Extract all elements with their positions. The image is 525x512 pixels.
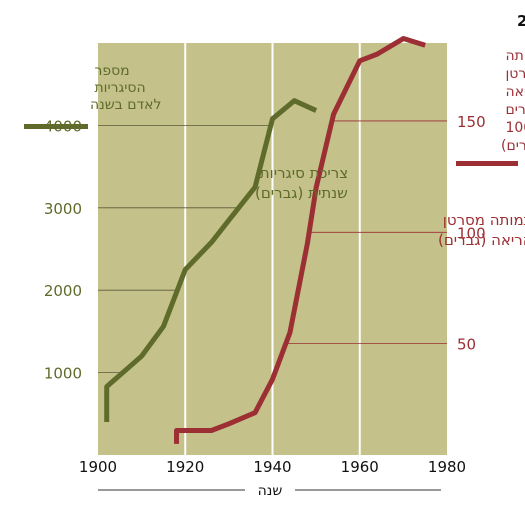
cigarette-series-label-line: צריכת סיגריות: [260, 164, 348, 182]
vertical-gridlines: [184, 43, 361, 455]
left-axis-label-line: לאדם בשנה: [90, 97, 161, 113]
right-axis-label-line: ל-100,000: [505, 120, 525, 136]
x-tick-label: 1980: [428, 458, 466, 476]
x-tick-label: 1900: [79, 458, 117, 476]
cancer-series-label: תמותה מסרטן הריאה (גברים): [438, 211, 525, 249]
right-tick-label: 100: [457, 224, 486, 242]
right-axis-label-line: הריאה: [505, 84, 525, 100]
right-tick-label: 150: [457, 113, 486, 131]
cancer-series-label-line: הריאה (גברים): [438, 231, 525, 249]
left-axis-ticks: 1000 2000 3000 4000: [44, 117, 82, 382]
x-axis-label: שנה: [258, 483, 283, 499]
cigarette-series-label: צריכת סיגריות שנתית (גברים): [255, 164, 348, 202]
x-tick-label: 1940: [253, 458, 291, 476]
left-tick-label: 2000: [44, 282, 82, 300]
left-axis-label-line: הסיגריות: [94, 80, 145, 96]
right-tick-label: 50: [457, 336, 476, 354]
right-axis-legend-swatch: [456, 161, 518, 166]
x-tick-label: 1960: [341, 458, 379, 476]
cigarette-consumption-line: [104, 98, 318, 423]
right-axis-label-line: גברים): [501, 138, 525, 154]
cigarette-series-label-line: שנתית (גברים): [255, 184, 348, 202]
left-axis-label: מספר הסיגריות לאדם בשנה: [90, 63, 161, 113]
x-axis-ticks: 1900 1920 1940 1960 1980: [79, 458, 466, 476]
right-axis-label-line: תמותה: [505, 48, 525, 64]
guide-lines: [98, 120, 447, 374]
right-axis-label-line: (נפטרים: [505, 102, 525, 118]
left-tick-label: 3000: [44, 200, 82, 218]
left-axis-legend-swatch: [24, 124, 88, 129]
cancer-series-label-line: תמותה מסרטן: [443, 211, 525, 229]
right-axis-label: תמותה מסרטן הריאה (נפטרים ל-100,000 גברי…: [501, 48, 525, 154]
left-tick-label: 1000: [44, 365, 82, 383]
chart-title: שכיחות סרטן הריאה והיקף העישון בקרב גברי…: [517, 12, 525, 30]
right-axis-label-line: מסרטן: [505, 66, 525, 82]
left-tick-label: 4000: [44, 117, 82, 135]
right-axis-ticks: 50 100 150: [457, 113, 486, 354]
lung-cancer-mortality-line: [174, 36, 426, 444]
left-axis-label-line: מספר: [94, 63, 129, 79]
x-tick-label: 1920: [166, 458, 204, 476]
